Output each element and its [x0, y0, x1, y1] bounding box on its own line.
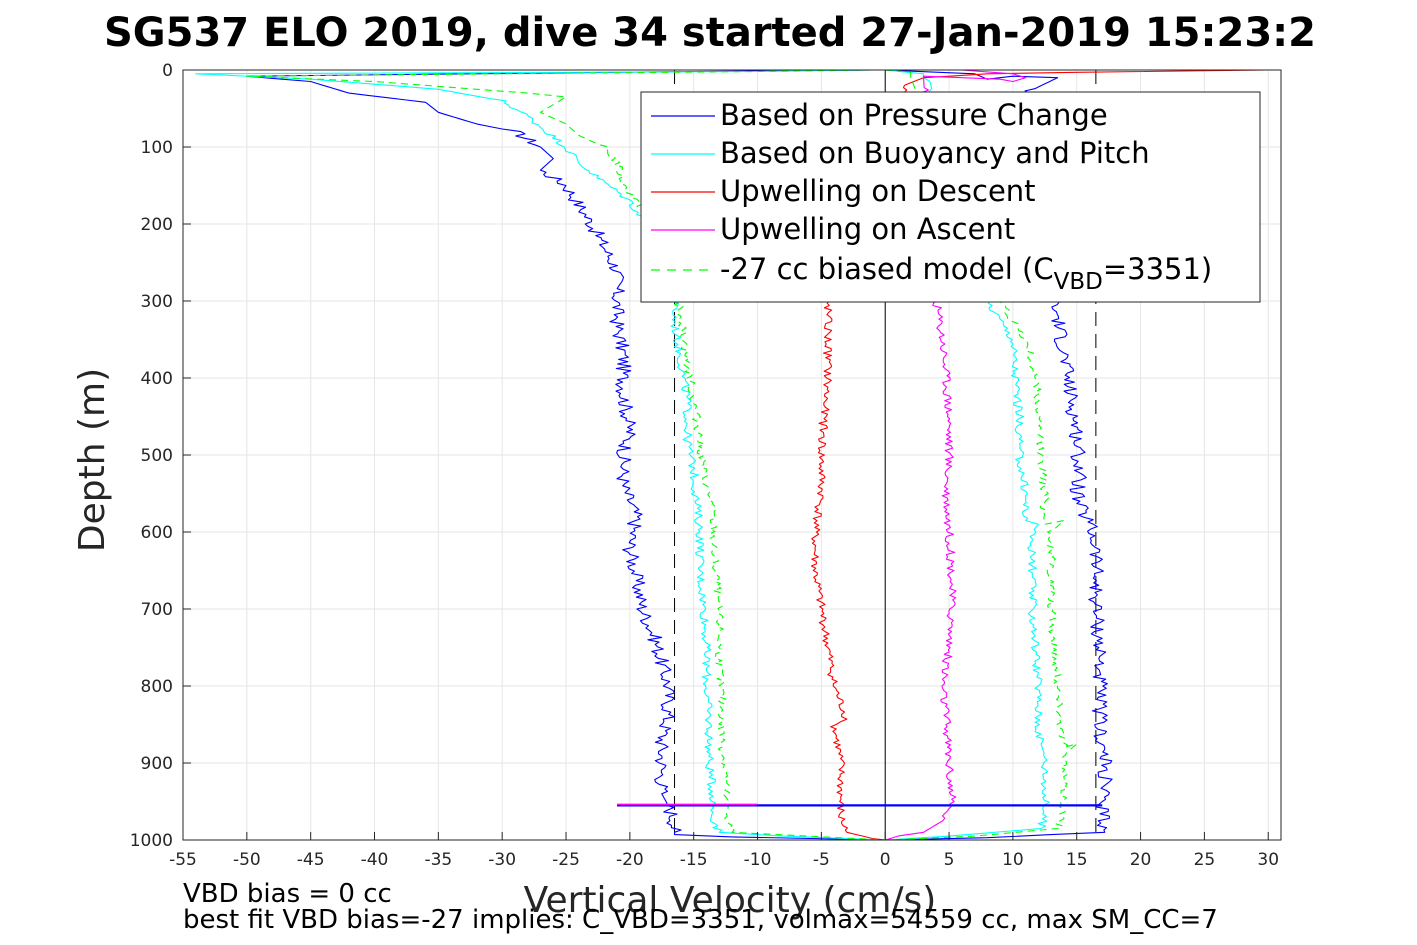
x-axis-label: Vertical Velocity (cm/s): [524, 880, 937, 921]
x-tick-label: 10: [1002, 850, 1024, 870]
x-tick-label: 30: [1257, 850, 1279, 870]
y-tick-label: 1000: [130, 831, 173, 851]
series-line: [195, 69, 886, 841]
x-tick-label: -20: [616, 850, 644, 870]
y-tick-label: 300: [141, 292, 173, 312]
chart-title: SG537 ELO 2019, dive 34 started 27-Jan-2…: [104, 10, 1316, 56]
legend: Based on Pressure Change Based on Buoyan…: [640, 91, 1261, 303]
y-tick-label: 700: [141, 600, 173, 620]
legend-label-pressure: Based on Pressure Change: [720, 98, 1108, 132]
y-axis-label: Depth (m): [72, 368, 113, 552]
y-tick-label: 200: [141, 215, 173, 235]
legend-label-biased-model-sub: VBD: [1054, 269, 1103, 295]
x-tick-label: 15: [1066, 850, 1088, 870]
legend-label-biased-model: -27 cc biased model (CVBD=3351): [720, 252, 1212, 295]
x-tick-label: -10: [744, 850, 772, 870]
y-tick-label: 500: [141, 446, 173, 466]
x-tick-label: -55: [169, 850, 197, 870]
footer-line-1: VBD bias = 0 cc: [183, 879, 392, 909]
y-tick-label: 100: [141, 138, 173, 158]
legend-label-buoyancy: Based on Buoyancy and Pitch: [720, 136, 1150, 170]
x-tick-label: 25: [1194, 850, 1216, 870]
series-line: [246, 69, 886, 841]
x-tick-label: -30: [488, 850, 516, 870]
y-tick-label: 800: [141, 677, 173, 697]
y-tick-label: 900: [141, 754, 173, 774]
x-tick-label: 20: [1130, 850, 1152, 870]
legend-label-upwelling-descent: Upwelling on Descent: [720, 174, 1036, 208]
legend-box: [640, 91, 1261, 303]
x-tick-label: -40: [361, 850, 389, 870]
x-tick-label: -25: [552, 850, 580, 870]
tick-layer: -55 -50 -45 -40 -35 -30 -25 -20 -15 -10 -5 0 5 10 15 20…: [130, 61, 1279, 870]
x-tick-label: -50: [233, 850, 261, 870]
x-tick-label: -35: [424, 850, 452, 870]
x-tick-label: 0: [880, 850, 891, 870]
series-line: [246, 69, 886, 841]
legend-label-biased-model-prefix: -27 cc biased model (C: [720, 252, 1054, 286]
footer-line-2: best fit VBD bias=-27 implies: C_VBD=335…: [183, 905, 1218, 935]
legend-label-upwelling-ascent: Upwelling on Ascent: [720, 212, 1015, 246]
x-tick-label: -45: [297, 850, 325, 870]
y-tick-label: 0: [162, 61, 173, 81]
y-tick-label: 600: [141, 523, 173, 543]
x-tick-label: -15: [680, 850, 708, 870]
x-tick-label: -5: [813, 850, 830, 870]
legend-label-biased-model-suffix: =3351): [1103, 252, 1212, 286]
x-tick-label: 5: [944, 850, 955, 870]
y-tick-label: 400: [141, 369, 173, 389]
